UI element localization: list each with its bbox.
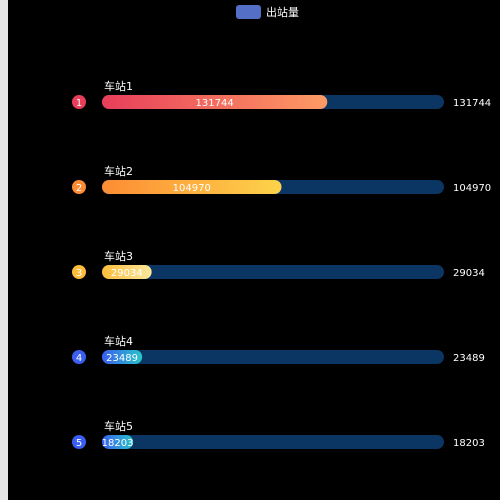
legend-swatch[interactable]	[236, 5, 261, 19]
bar-row-4: 4 车站4 23489 23489	[72, 334, 485, 364]
bar-value-label: 23489	[106, 353, 138, 364]
data-label: 131744	[453, 98, 491, 109]
bar-value-label: 104970	[173, 183, 211, 194]
bar-row-2: 2 车站2 104970 104970	[72, 164, 491, 194]
chart-canvas: 出站量 1 车站1 131744 131744 2 车站2 104970 104970 3 车站3…	[8, 0, 500, 500]
bar-chart: 1 车站1 131744 131744 2 车站2 104970 104970 3 车站3 2903…	[72, 79, 491, 449]
bar-row-1: 1 车站1 131744 131744	[72, 79, 491, 109]
category-label: 车站2	[104, 164, 133, 178]
legend-label[interactable]: 出站量	[266, 6, 299, 19]
bar[interactable]	[102, 435, 134, 449]
bar-track	[102, 435, 444, 449]
rank-badge	[72, 95, 86, 109]
category-label: 车站3	[104, 249, 133, 263]
bar[interactable]	[102, 350, 143, 364]
rank-badge	[72, 350, 86, 364]
legend[interactable]: 出站量	[236, 5, 299, 19]
bar[interactable]	[102, 265, 152, 279]
rank-label: 3	[76, 268, 82, 279]
rank-badge	[72, 180, 86, 194]
rank-label: 4	[76, 353, 82, 364]
category-label: 车站5	[104, 419, 133, 433]
bar-track	[102, 350, 444, 364]
bar-value-label: 29034	[111, 268, 143, 279]
data-label: 29034	[453, 268, 485, 279]
bar-row-5: 5 车站5 18203 18203	[72, 419, 485, 449]
rank-badge	[72, 435, 86, 449]
rank-label: 2	[76, 183, 82, 194]
bar-value-label: 18203	[102, 438, 134, 449]
rank-label: 1	[76, 98, 82, 109]
rank-badge	[72, 265, 86, 279]
bar-track	[102, 265, 444, 279]
bar-value-label: 131744	[196, 98, 234, 109]
data-label: 104970	[453, 183, 491, 194]
bar[interactable]	[102, 95, 328, 109]
data-label: 18203	[453, 438, 485, 449]
data-label: 23489	[453, 353, 485, 364]
bar-row-3: 3 车站3 29034 29034	[72, 249, 485, 279]
category-label: 车站4	[104, 334, 133, 348]
rank-label: 5	[76, 438, 82, 449]
category-label: 车站1	[104, 79, 133, 93]
bar[interactable]	[102, 180, 282, 194]
